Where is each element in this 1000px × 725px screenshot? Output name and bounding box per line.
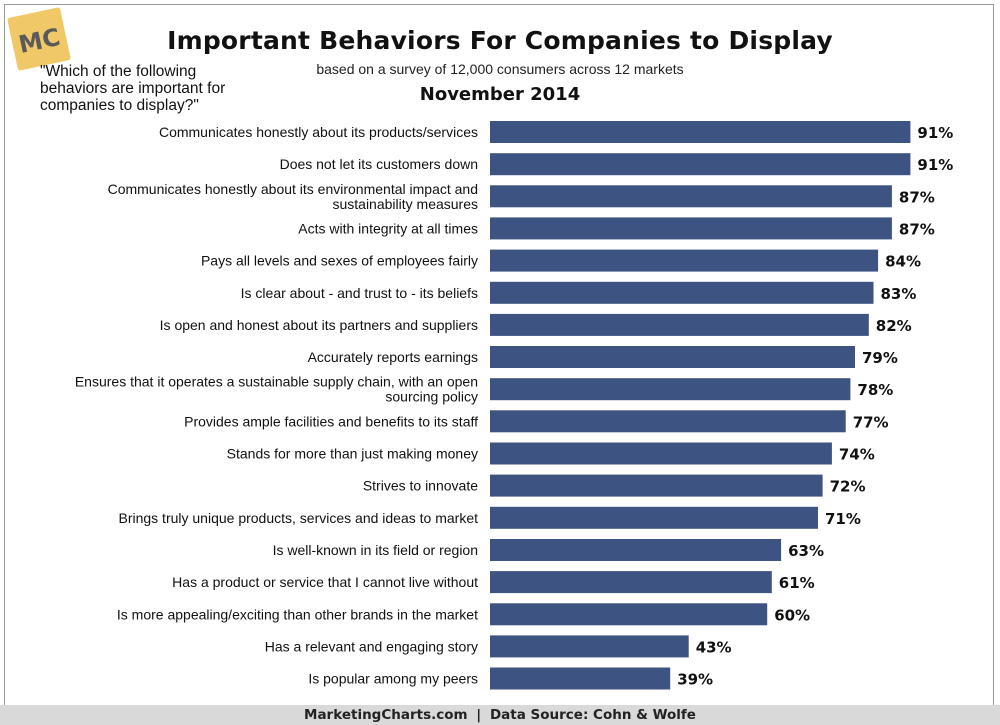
chart-date: November 2014 xyxy=(419,84,581,105)
survey-question: "Which of the following behaviors are im… xyxy=(40,63,226,114)
footer-separator: | xyxy=(476,707,482,723)
footer-site: MarketingCharts.com xyxy=(304,707,468,723)
footer-source: Data Source: Cohn & Wolfe xyxy=(489,707,696,723)
marketingcharts-logo: MC xyxy=(7,7,71,71)
chart-title: Important Behaviors For Companies to Dis… xyxy=(167,26,833,55)
chart-subtitle: based on a survey of 12,000 consumers ac… xyxy=(316,61,684,77)
logo-background xyxy=(7,7,71,71)
source-footer: MarketingCharts.com | Data Source: Cohn … xyxy=(0,705,1000,725)
